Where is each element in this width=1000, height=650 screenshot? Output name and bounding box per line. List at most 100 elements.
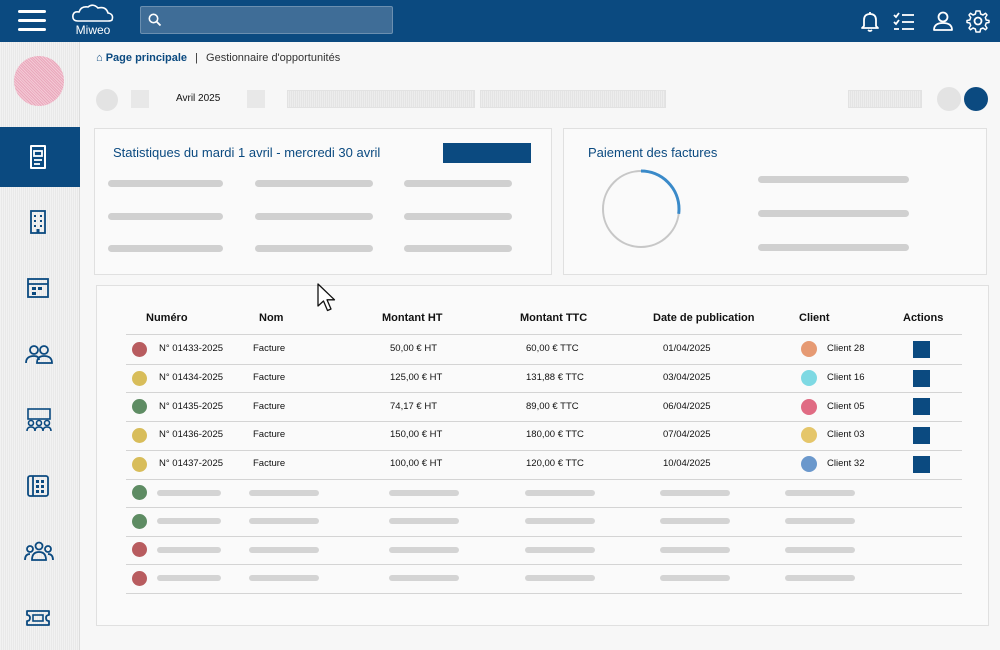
client-name[interactable]: Client 16 <box>827 372 865 384</box>
row-placeholder <box>389 518 459 525</box>
status-indicator <box>132 427 147 443</box>
sidebar-item-companies[interactable] <box>0 192 80 252</box>
menu-icon[interactable] <box>18 10 46 32</box>
filter-field[interactable] <box>480 90 666 108</box>
row-placeholder <box>785 489 855 496</box>
search-icon <box>148 13 162 27</box>
client-name[interactable]: Client 28 <box>827 343 865 355</box>
row-divider <box>126 478 962 480</box>
column-header-nom[interactable]: Nom <box>259 312 284 324</box>
task-list-icon[interactable] <box>892 9 916 33</box>
prev-month-button[interactable] <box>96 89 118 111</box>
row-action-button[interactable] <box>913 398 930 416</box>
invoice-name: Facture <box>253 343 286 355</box>
row-action-button[interactable] <box>913 426 930 444</box>
home-icon[interactable]: ⌂ <box>96 52 103 64</box>
client-avatar <box>801 398 817 415</box>
stat-placeholder <box>255 213 373 220</box>
search-bar[interactable] <box>140 6 393 34</box>
row-placeholder <box>785 518 855 525</box>
row-placeholder <box>389 575 459 582</box>
filter-field[interactable] <box>848 90 922 108</box>
client-name[interactable]: Client 32 <box>827 458 865 470</box>
breadcrumb-separator: | <box>195 52 198 64</box>
row-action-button[interactable] <box>913 369 930 387</box>
row-placeholder <box>157 546 221 553</box>
user-icon[interactable] <box>931 9 955 33</box>
column-header-numero[interactable]: Numéro <box>146 312 188 324</box>
next-month-button[interactable] <box>247 90 265 108</box>
stat-placeholder <box>404 245 512 252</box>
view-toggle-button-active[interactable] <box>964 87 988 111</box>
invoice-number[interactable]: N° 01436-2025 <box>159 429 224 441</box>
invoice-document-icon <box>30 145 46 169</box>
sidebar-item-tickets[interactable] <box>0 588 80 648</box>
sidebar-item-contacts[interactable] <box>0 324 80 384</box>
sidebar-item-calendar[interactable] <box>0 258 80 318</box>
row-divider <box>126 363 962 365</box>
search-input[interactable] <box>167 9 387 31</box>
breadcrumb-home[interactable]: Page principale <box>105 52 188 64</box>
status-indicator <box>132 341 147 357</box>
amount-ht: 50,00 € HT <box>390 343 437 355</box>
settings-icon[interactable] <box>966 9 990 33</box>
calendar-picker-button[interactable] <box>131 90 149 108</box>
row-placeholder <box>660 546 730 553</box>
sidebar-item-team[interactable] <box>0 522 80 582</box>
stat-placeholder <box>108 180 223 187</box>
bell-icon[interactable] <box>858 9 882 33</box>
row-action-button[interactable] <box>913 455 930 473</box>
client-avatar <box>801 370 817 387</box>
directory-icon <box>27 475 49 497</box>
amount-ttc: 180,00 € TTC <box>526 429 584 441</box>
team-icon <box>24 541 54 561</box>
stat-placeholder <box>255 180 373 187</box>
client-name[interactable]: Client 05 <box>827 400 865 412</box>
invoice-number[interactable]: N° 01433-2025 <box>159 343 224 355</box>
row-action-button[interactable] <box>913 340 930 358</box>
statistics-action-button[interactable] <box>443 143 531 163</box>
filter-field[interactable] <box>287 90 475 108</box>
payment-title: Paiement des factures <box>588 145 718 160</box>
status-indicator <box>132 370 147 386</box>
amount-ht: 125,00 € HT <box>390 372 443 384</box>
invoice-number[interactable]: N° 01434-2025 <box>159 372 224 384</box>
payment-placeholder <box>758 210 909 217</box>
row-placeholder <box>660 489 730 496</box>
invoice-number[interactable]: N° 01435-2025 <box>159 400 224 412</box>
row-placeholder <box>249 518 319 525</box>
column-header-date[interactable]: Date de publication <box>653 312 755 324</box>
amount-ttc: 89,00 € TTC <box>526 400 579 412</box>
sidebar-item-meetings[interactable] <box>0 390 80 450</box>
avatar[interactable] <box>14 56 64 106</box>
row-placeholder <box>660 575 730 582</box>
client-name[interactable]: Client 03 <box>827 429 865 441</box>
payment-placeholder <box>758 244 909 251</box>
amount-ttc: 120,00 € TTC <box>526 458 584 470</box>
mouse-cursor-icon <box>317 283 336 312</box>
row-divider <box>126 449 962 451</box>
status-indicator <box>132 456 147 472</box>
row-placeholder <box>525 546 595 553</box>
meeting-icon <box>26 408 52 432</box>
breadcrumb: ⌂ Page principale | Gestionnaire d'oppor… <box>96 52 340 64</box>
invoice-number[interactable]: N° 01437-2025 <box>159 458 224 470</box>
row-placeholder <box>785 575 855 582</box>
column-header-client[interactable]: Client <box>799 312 830 324</box>
view-toggle-button[interactable] <box>937 87 961 111</box>
row-placeholder <box>785 546 855 553</box>
column-header-montant-ttc[interactable]: Montant TTC <box>520 312 588 324</box>
payment-progress-arc <box>601 169 681 249</box>
sidebar-item-directory[interactable] <box>0 456 80 516</box>
column-header-montant-ht[interactable]: Montant HT <box>382 312 443 324</box>
row-divider <box>126 392 962 394</box>
row-divider <box>126 535 962 537</box>
publication-date: 03/04/2025 <box>663 372 711 384</box>
invoice-name: Facture <box>253 372 286 384</box>
app-logo[interactable]: Miweo <box>70 3 116 39</box>
stat-placeholder <box>404 180 512 187</box>
sidebar-item-invoices[interactable] <box>0 127 80 187</box>
row-divider <box>126 421 962 423</box>
invoice-name: Facture <box>253 400 286 412</box>
row-divider <box>126 592 962 594</box>
